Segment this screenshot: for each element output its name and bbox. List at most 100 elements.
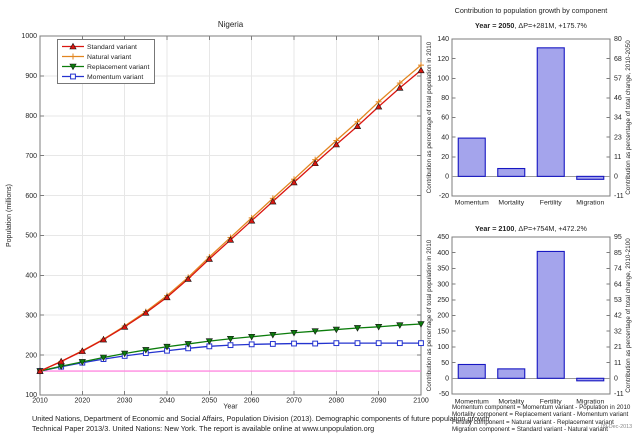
bar-migration: [576, 175, 605, 180]
y-tick-label: 900: [25, 73, 37, 80]
right-tick-label: 0: [614, 376, 618, 383]
marker-triangle-down: [353, 325, 362, 332]
left-tick-label: -20: [439, 193, 449, 200]
marker-triangle-up: [332, 140, 340, 148]
marker-triangle-up: [248, 216, 256, 224]
x-tick-label: 2080: [329, 398, 345, 405]
marker-triangle-up: [396, 84, 404, 91]
marker-square-open: [396, 340, 403, 347]
marker-triangle-down: [69, 63, 77, 71]
y-tick-label: 600: [25, 193, 37, 200]
y-tick-label: 400: [25, 273, 37, 280]
marker-triangle-up: [121, 323, 129, 330]
chart-title: Year = 2050, ΔP=+281M, +175.7%: [475, 21, 588, 30]
left-tick-label: 140: [437, 36, 449, 43]
x-tick-label: 2100: [413, 398, 429, 405]
marker-square-open: [312, 340, 319, 347]
marker-triangle-up: [57, 357, 65, 365]
right-tick-label: 46: [614, 95, 622, 102]
marker-square-open: [269, 341, 276, 347]
datestamp: 09-Dec-2013: [601, 424, 633, 430]
y-axis-label: Population (millions): [6, 184, 13, 247]
x-tick-label: 2090: [371, 398, 387, 405]
x-axis-label: Year: [223, 404, 238, 411]
bar-fertility: [536, 47, 565, 177]
left-tick-label: 300: [437, 281, 449, 288]
y-tick-label: 800: [25, 113, 37, 120]
right-tick-label: 21: [614, 344, 622, 351]
marker-triangle-down: [121, 350, 129, 358]
right-tick-label: 74: [614, 266, 622, 273]
category-label: Mortality: [498, 399, 524, 406]
marker-triangle-up: [375, 102, 383, 110]
citation-line-1: United Nations, Department of Economic a…: [32, 414, 492, 423]
right-tick-label: 0: [614, 174, 618, 181]
marker-square-open: [248, 341, 255, 348]
right-tick-label: 85: [614, 250, 622, 257]
bar-momentum: [457, 363, 486, 379]
definition-migration: Migration component = Standard variant -…: [452, 425, 608, 433]
category-label: Migration: [576, 399, 604, 406]
marker-square-open: [354, 340, 361, 347]
marker-triangle-up: [226, 236, 235, 243]
y-tick-label: 1000: [21, 33, 37, 40]
series-line: [39, 64, 422, 372]
left-tick-label: 150: [437, 328, 449, 335]
legend-label: Natural variant: [87, 54, 131, 61]
marker-triangle-down: [375, 323, 383, 331]
x-tick-label: 2020: [75, 398, 91, 405]
legend-label: Momentum variant: [87, 74, 143, 81]
marker-triangle-up: [99, 335, 108, 343]
marker-triangle-up: [417, 66, 425, 74]
marker-triangle-down: [163, 343, 171, 351]
x-tick-label: 2070: [286, 398, 302, 405]
right-axis-label: Contribution as percentage of total chan…: [625, 238, 632, 393]
right-tick-label: 32: [614, 328, 622, 335]
bar-momentum: [457, 137, 486, 177]
right-tick-label: 11: [614, 360, 621, 367]
marker-triangle-up: [353, 122, 362, 129]
marker-triangle-down: [396, 322, 404, 329]
bar-migration: [576, 377, 605, 382]
legend-label: Replacement variant: [87, 64, 149, 71]
marker-triangle-up: [205, 255, 213, 262]
left-tick-label: 0: [445, 376, 449, 383]
left-tick-label: 0: [445, 174, 449, 181]
component-definitions: Momentum component = Momentum variant - …: [452, 404, 630, 433]
left-tick-label: 450: [437, 234, 449, 241]
category-label: Migration: [576, 200, 604, 207]
marker-triangle-down: [226, 335, 235, 343]
line-chart: 2010 2020 2030 2040 2050 2060 2070 2080 2090 2100…: [6, 20, 429, 411]
marker-square-open: [291, 340, 297, 347]
definition-mortality: Mortality component = Replacement varian…: [452, 411, 629, 419]
marker-square-open: [418, 340, 424, 347]
category-label: Momentum: [455, 200, 489, 207]
marker-square-open: [70, 73, 76, 80]
chart-title: Year = 2100, ΔP=+754M, +472.2%: [475, 224, 588, 233]
marker-triangle-up: [269, 197, 277, 205]
marker-triangle-down: [269, 331, 277, 339]
left-tick-label: 350: [437, 266, 449, 273]
right-tick-label: 80: [614, 36, 622, 43]
right-tick-label: 95: [614, 234, 622, 241]
marker-triangle-down: [417, 321, 425, 328]
right-tick-label: -11: [614, 391, 624, 398]
left-tick-label: 50: [441, 360, 449, 367]
bar-mortality: [497, 167, 526, 177]
marker-triangle-up: [184, 275, 192, 282]
category-label: Momentum: [455, 399, 489, 406]
category-label: Fertility: [540, 200, 563, 207]
left-tick-label: 250: [437, 297, 449, 304]
left-tick-label: 80: [441, 95, 449, 102]
left-tick-label: 400: [437, 250, 449, 257]
right-tick-label: 64: [614, 281, 622, 288]
marker-triangle-up: [36, 367, 44, 374]
right-tick-label: -11: [614, 193, 624, 200]
left-tick-label: -50: [439, 391, 449, 398]
right-tick-label: 57: [614, 75, 622, 82]
marker-triangle-down: [332, 326, 340, 334]
right-tick-label: 53: [614, 297, 622, 304]
marker-triangle-down: [311, 328, 319, 335]
y-tick-label: 700: [25, 153, 37, 160]
x-tick-label: 2050: [202, 398, 218, 405]
